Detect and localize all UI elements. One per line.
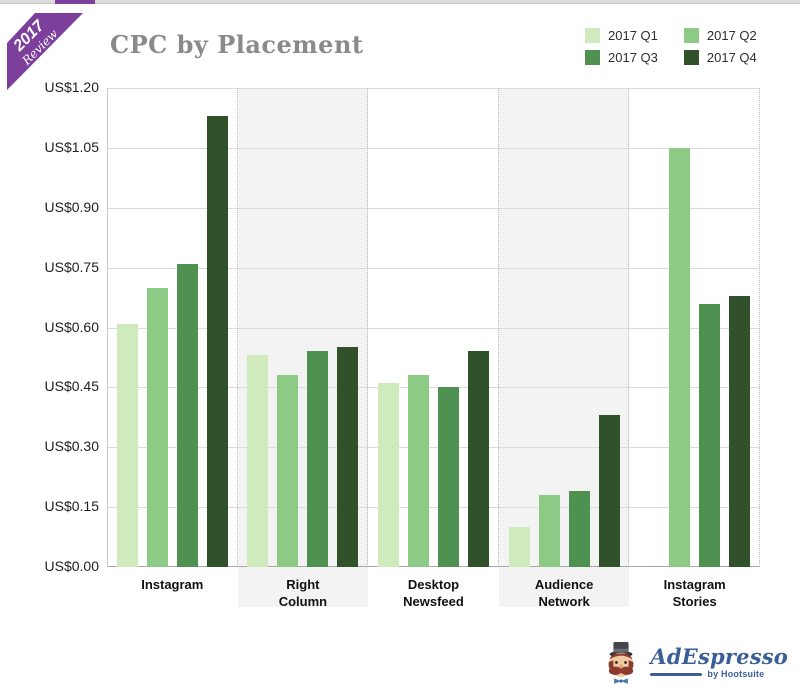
bar-2017-q3 bbox=[176, 263, 198, 567]
legend-label: 2017 Q3 bbox=[608, 50, 658, 65]
bar-2017-q4 bbox=[206, 115, 228, 567]
bar-2017-q3 bbox=[568, 491, 590, 567]
brand-byline: by Hootsuite bbox=[707, 669, 765, 679]
bar-2017-q2 bbox=[277, 375, 299, 567]
bar-2017-q2 bbox=[146, 287, 168, 567]
group-separator-line bbox=[759, 88, 760, 567]
bar-2017-q1 bbox=[116, 323, 138, 567]
gridline bbox=[107, 327, 760, 329]
legend-swatch bbox=[585, 50, 600, 65]
group-separator-line bbox=[628, 88, 630, 567]
y-axis-tick-label: US$0.15 bbox=[44, 498, 99, 515]
group-separator-line bbox=[497, 88, 499, 567]
gridline bbox=[107, 88, 760, 89]
legend-swatch bbox=[683, 50, 699, 65]
x-axis-category-label: Right Column bbox=[278, 577, 328, 609]
legend-item: 2017 Q2 bbox=[683, 28, 757, 43]
bar-2017-q4 bbox=[337, 347, 359, 567]
bar-2017-q2 bbox=[408, 375, 429, 567]
legend-label: 2017 Q4 bbox=[706, 50, 757, 65]
gridline bbox=[107, 147, 760, 149]
y-axis-tick-label: US$0.60 bbox=[44, 318, 99, 335]
legend-swatch bbox=[683, 28, 699, 43]
bar-2017-q2 bbox=[669, 147, 691, 567]
bar-2017-q1 bbox=[508, 527, 530, 567]
top-border-ribbon-accent bbox=[55, 0, 95, 4]
gridline bbox=[107, 447, 760, 449]
group-separator-line bbox=[367, 88, 369, 567]
group-separator-line bbox=[236, 88, 238, 567]
bar-2017-q3 bbox=[307, 351, 329, 567]
bar-2017-q2 bbox=[538, 495, 560, 567]
y-axis-tick-label: US$0.75 bbox=[44, 258, 99, 275]
top-border-line bbox=[0, 0, 800, 4]
x-axis-line bbox=[107, 566, 760, 567]
bar-2017-q4 bbox=[598, 415, 620, 567]
year-review-ribbon: 2017 Review bbox=[7, 13, 83, 90]
legend-item: 2017 Q1 bbox=[585, 28, 658, 43]
legend-item: 2017 Q3 bbox=[585, 50, 658, 65]
y-axis-tick-label: US$0.00 bbox=[44, 558, 99, 574]
gridline bbox=[107, 207, 760, 209]
y-axis-tick-label: US$1.20 bbox=[44, 79, 99, 95]
y-axis-tick-label: US$0.90 bbox=[44, 198, 99, 215]
bar-2017-q1 bbox=[378, 383, 399, 567]
bar-2017-q3 bbox=[438, 387, 459, 567]
bar-2017-q1 bbox=[247, 355, 269, 567]
adespresso-logo: AdEspresso by Hootsuite bbox=[598, 639, 788, 686]
legend-swatch bbox=[585, 28, 600, 43]
legend-label: 2017 Q1 bbox=[608, 28, 658, 43]
y-axis-line bbox=[107, 88, 108, 567]
bar-2017-q4 bbox=[729, 295, 751, 567]
bar-2017-q3 bbox=[699, 303, 721, 567]
x-axis-category-label: Instagram bbox=[141, 577, 204, 592]
y-axis-tick-label: US$0.30 bbox=[44, 438, 99, 455]
x-axis-category-label: Instagram Stories bbox=[663, 577, 726, 609]
x-axis-category-label: Audience Network bbox=[534, 577, 594, 609]
bar-2017-q4 bbox=[468, 351, 489, 567]
brand-underline-swoosh bbox=[650, 672, 703, 676]
ribbon-band bbox=[7, 13, 83, 90]
chart-title: CPC by Placement bbox=[110, 30, 364, 59]
x-axis-category-label: Desktop Newsfeed bbox=[403, 577, 464, 609]
legend-item: 2017 Q4 bbox=[683, 50, 757, 65]
mascot-icon bbox=[608, 642, 634, 684]
gridline bbox=[107, 267, 760, 269]
chart-legend: 2017 Q1 2017 Q2 2017 Q3 2017 Q4 bbox=[585, 28, 757, 65]
legend-label: 2017 Q2 bbox=[706, 28, 757, 43]
plot-area bbox=[107, 88, 760, 567]
brand-wordmark: AdEspresso bbox=[650, 644, 788, 669]
y-axis-tick-label: US$0.45 bbox=[44, 378, 99, 395]
gridline bbox=[107, 507, 760, 509]
y-axis-tick-label: US$1.05 bbox=[44, 138, 99, 155]
gridline bbox=[107, 387, 760, 389]
